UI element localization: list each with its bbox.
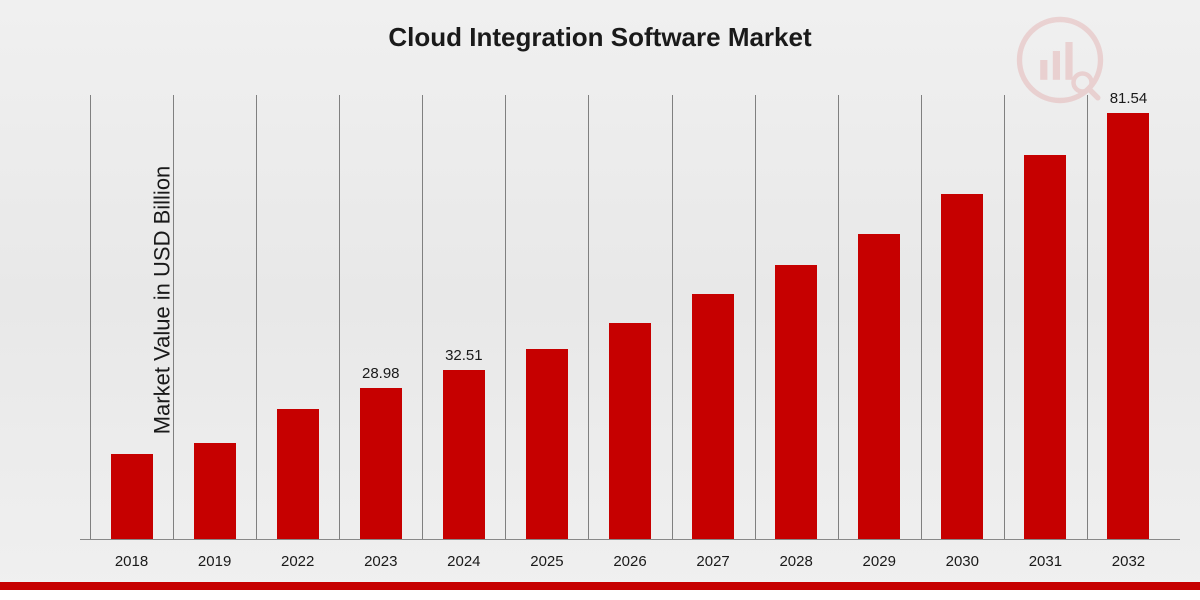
x-axis-tick-label: 2022 xyxy=(256,553,339,570)
bar xyxy=(194,443,236,540)
grid-line xyxy=(1004,95,1005,540)
chart-title: Cloud Integration Software Market xyxy=(388,22,811,53)
x-axis-tick-label: 2019 xyxy=(173,553,256,570)
x-axis-tick-label: 2032 xyxy=(1087,553,1170,570)
x-axis-tick-label: 2024 xyxy=(422,553,505,570)
bar xyxy=(360,388,402,540)
bar-group xyxy=(921,95,1004,540)
bar xyxy=(775,265,817,540)
x-axis-tick-label: 2023 xyxy=(339,553,422,570)
plot-area: 28.98 32.51 81.54 xyxy=(80,95,1180,540)
x-axis-tick-label: 2026 xyxy=(588,553,671,570)
bar xyxy=(1024,155,1066,540)
bar xyxy=(941,194,983,540)
bar-group xyxy=(838,95,921,540)
x-axis-tick-label: 2031 xyxy=(1004,553,1087,570)
bar-group xyxy=(755,95,838,540)
bar-group: 81.54 xyxy=(1087,95,1170,540)
x-axis-tick-label: 2027 xyxy=(672,553,755,570)
grid-line xyxy=(1087,95,1088,540)
grid-line xyxy=(90,95,91,540)
bar xyxy=(858,234,900,540)
bottom-white xyxy=(0,590,1200,600)
bar-group xyxy=(90,95,173,540)
x-axis-labels: 2018201920222023202420252026202720282029… xyxy=(80,553,1180,570)
grid-line xyxy=(173,95,174,540)
bar xyxy=(692,294,734,540)
grid-line xyxy=(256,95,257,540)
grid-line xyxy=(921,95,922,540)
bar-group: 28.98 xyxy=(339,95,422,540)
x-axis-tick-label: 2029 xyxy=(838,553,921,570)
x-axis-tick-label: 2025 xyxy=(505,553,588,570)
chart-container: Cloud Integration Software Market Market… xyxy=(0,0,1200,600)
x-axis-tick-label: 2018 xyxy=(90,553,173,570)
bar-value-label: 28.98 xyxy=(362,365,400,382)
bar xyxy=(277,409,319,540)
bar xyxy=(1107,113,1149,540)
x-axis-tick-label: 2030 xyxy=(921,553,1004,570)
bar xyxy=(609,323,651,540)
bar xyxy=(443,370,485,540)
bottom-border xyxy=(0,582,1200,590)
x-axis-tick-label: 2028 xyxy=(755,553,838,570)
grid-line xyxy=(755,95,756,540)
bar-group xyxy=(173,95,256,540)
grid-line xyxy=(339,95,340,540)
bar xyxy=(526,349,568,540)
x-axis-line xyxy=(80,539,1180,540)
grid-line xyxy=(838,95,839,540)
bar-group xyxy=(588,95,671,540)
grid-line xyxy=(422,95,423,540)
watermark-logo-icon xyxy=(1015,15,1105,105)
bar-group xyxy=(256,95,339,540)
grid-line xyxy=(672,95,673,540)
bar xyxy=(111,454,153,540)
grid-line xyxy=(588,95,589,540)
bar-value-label: 81.54 xyxy=(1110,90,1148,107)
grid-line xyxy=(505,95,506,540)
bar-value-label: 32.51 xyxy=(445,347,483,364)
bar-group xyxy=(505,95,588,540)
bar-group xyxy=(1004,95,1087,540)
bars-container: 28.98 32.51 81.54 xyxy=(80,95,1180,540)
bar-group: 32.51 xyxy=(422,95,505,540)
bar-group xyxy=(672,95,755,540)
